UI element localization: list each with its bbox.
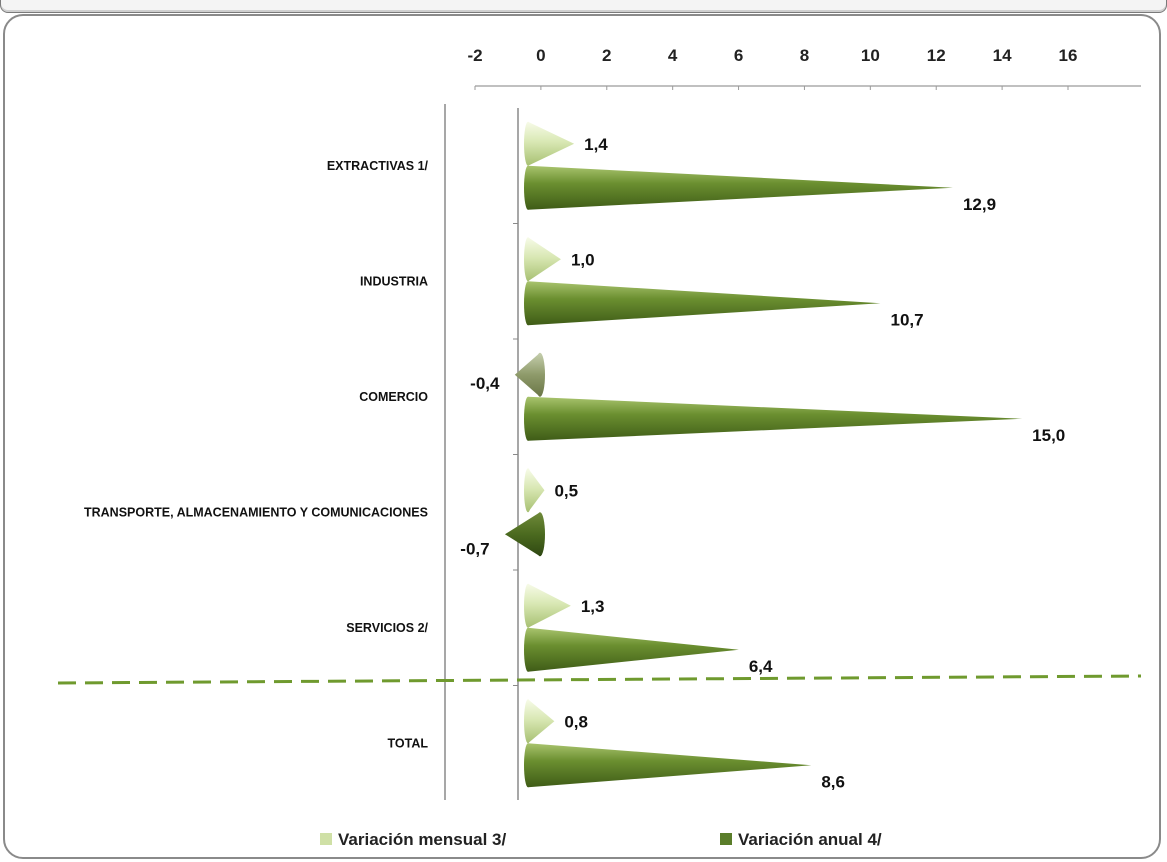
cone-bar: 1,3	[524, 583, 605, 628]
cone-bar: 15,0	[524, 396, 1065, 445]
chart-frame	[3, 14, 1161, 859]
data-label: 1,4	[584, 135, 608, 154]
category-label: INDUSTRIA	[360, 274, 428, 288]
cone-bar: 1,4	[524, 121, 608, 166]
data-label: 10,7	[891, 310, 924, 329]
x-tick-label: 16	[1059, 46, 1078, 65]
category-axis: EXTRACTIVAS 1/INDUSTRIA COMERCIO TRANSPORT…	[57, 104, 1142, 800]
x-tick-label: 14	[993, 46, 1012, 65]
data-label: 8,6	[821, 772, 845, 791]
x-tick-label: -2	[467, 46, 482, 65]
legend-label: Variación mensual 3/	[338, 830, 506, 849]
legend-swatch	[320, 833, 332, 845]
plot-area: 1,4 1,0 -0,4 0,5 1,3 0,8 12,9 10,7 15,0 -0,7 6,4 8,…	[460, 121, 1065, 791]
x-axis: -2 0 2 4 6 8 10 12 14 16	[467, 46, 1141, 90]
data-label: 0,8	[564, 712, 588, 731]
category-label: SERVICIOS 2/	[346, 621, 428, 635]
legend: Variación mensual 3/Variación anual 4/	[320, 830, 882, 849]
x-tick-label: 4	[668, 46, 678, 65]
cone-bar: -0,7	[460, 512, 545, 558]
legend-swatch	[720, 833, 732, 845]
legend-item: Variación mensual 3/	[320, 830, 506, 849]
data-label: 0,5	[554, 481, 578, 500]
cone-bar: 0,8	[524, 699, 588, 744]
x-tick-label: 6	[734, 46, 743, 65]
cone-bar: 1,0	[524, 237, 595, 282]
data-label: 15,0	[1032, 426, 1065, 445]
data-label: 6,4	[749, 657, 773, 676]
data-label: 12,9	[963, 195, 996, 214]
data-label: -0,7	[460, 539, 489, 558]
legend-item: Variación anual 4/	[720, 830, 882, 849]
x-tick-label: 2	[602, 46, 611, 65]
cone-bar: 6,4	[524, 627, 773, 676]
cone-bar: 12,9	[524, 165, 996, 214]
total-separator-line	[57, 674, 1142, 685]
cone-bar: 0,5	[524, 468, 578, 513]
data-label: 1,0	[571, 250, 595, 269]
data-label: 1,3	[581, 597, 605, 616]
category-label: TOTAL	[387, 736, 428, 750]
legend-label: Variación anual 4/	[738, 830, 882, 849]
data-label: -0,4	[470, 374, 500, 393]
cone-bar: 10,7	[524, 281, 924, 329]
x-tick-label: 12	[927, 46, 946, 65]
x-tick-label: 10	[861, 46, 880, 65]
category-label: TRANSPORTE, ALMACENAMIENTO Y COMUNICACIO…	[84, 505, 428, 519]
category-label: COMERCIO	[359, 390, 428, 404]
cone-bar: 8,6	[524, 743, 845, 791]
x-tick-label: 8	[800, 46, 809, 65]
x-tick-label: 0	[536, 46, 545, 65]
category-label: EXTRACTIVAS 1/	[327, 159, 429, 173]
cone-bar: -0,4	[470, 352, 545, 397]
